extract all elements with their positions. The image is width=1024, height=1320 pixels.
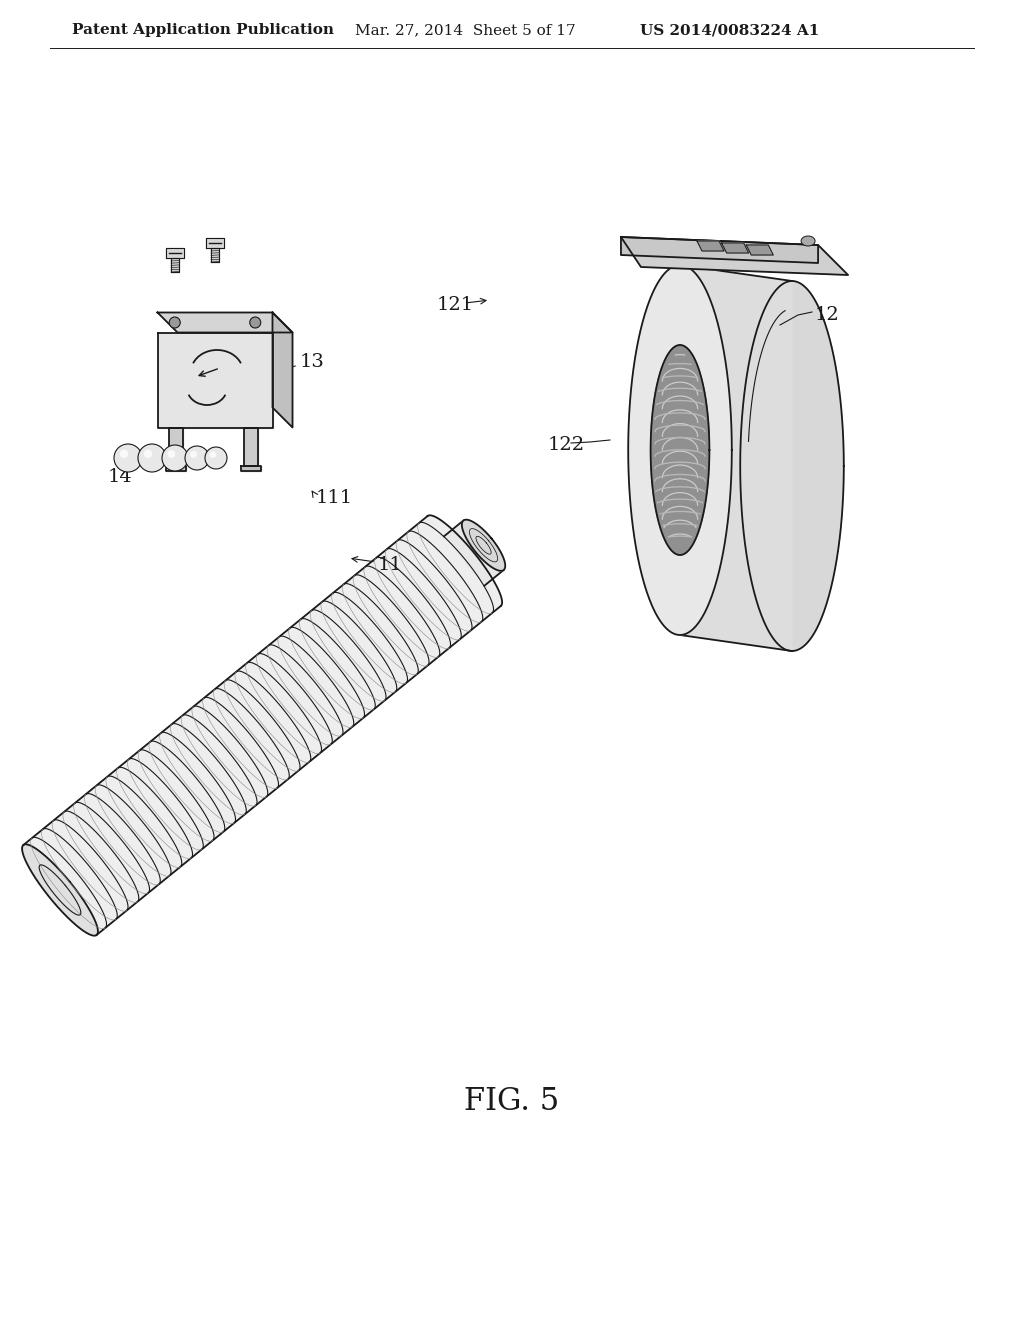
Polygon shape: [166, 466, 185, 470]
Circle shape: [168, 450, 175, 458]
Polygon shape: [621, 238, 818, 263]
Polygon shape: [241, 466, 260, 470]
Circle shape: [138, 444, 166, 473]
Polygon shape: [24, 515, 502, 935]
Text: 122: 122: [548, 436, 585, 454]
Text: 11: 11: [378, 556, 402, 574]
Polygon shape: [722, 243, 749, 253]
Circle shape: [205, 447, 227, 469]
Circle shape: [210, 451, 216, 458]
Circle shape: [185, 446, 209, 470]
Polygon shape: [272, 313, 293, 428]
Polygon shape: [628, 265, 732, 635]
Text: 121: 121: [437, 296, 474, 314]
Text: FIG. 5: FIG. 5: [464, 1086, 560, 1118]
Circle shape: [190, 451, 198, 458]
Text: US 2014/0083224 A1: US 2014/0083224 A1: [640, 22, 819, 37]
Polygon shape: [746, 246, 773, 255]
Text: 13: 13: [300, 352, 325, 371]
Polygon shape: [462, 520, 505, 570]
Text: Patent Application Publication: Patent Application Publication: [72, 22, 334, 37]
Text: Mar. 27, 2014  Sheet 5 of 17: Mar. 27, 2014 Sheet 5 of 17: [355, 22, 575, 37]
Circle shape: [120, 450, 128, 458]
Polygon shape: [166, 248, 184, 257]
Polygon shape: [171, 257, 179, 272]
Polygon shape: [650, 345, 710, 554]
Text: 12: 12: [815, 306, 840, 323]
Polygon shape: [211, 248, 219, 261]
Polygon shape: [169, 428, 182, 466]
Circle shape: [114, 444, 142, 473]
Circle shape: [162, 445, 188, 471]
Polygon shape: [158, 313, 293, 333]
Text: 111: 111: [316, 488, 353, 507]
Polygon shape: [444, 520, 504, 586]
Ellipse shape: [801, 236, 815, 246]
Polygon shape: [740, 281, 844, 651]
Text: 14: 14: [108, 469, 133, 486]
Polygon shape: [23, 845, 98, 936]
Polygon shape: [621, 238, 848, 275]
Circle shape: [144, 450, 153, 458]
Circle shape: [169, 317, 180, 327]
Polygon shape: [244, 428, 257, 466]
Polygon shape: [158, 333, 272, 428]
Circle shape: [250, 317, 261, 327]
Polygon shape: [680, 265, 792, 651]
Polygon shape: [206, 238, 224, 248]
Polygon shape: [697, 242, 724, 251]
